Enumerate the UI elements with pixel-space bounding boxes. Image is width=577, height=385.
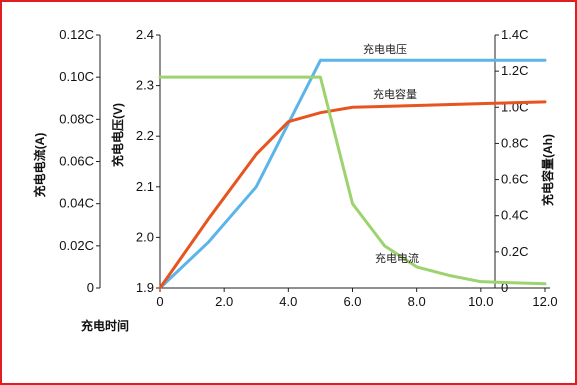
x-tick-label: 6.0 xyxy=(343,294,361,309)
current-tick-label: 0.04C xyxy=(59,196,94,211)
capacity-tick-label: 0.4C xyxy=(501,208,528,223)
series-line-voltage xyxy=(158,58,547,290)
voltage-tick-label: 2.2 xyxy=(136,128,154,143)
x-tick-label: 2.0 xyxy=(215,294,233,309)
capacity-tick-label: 0.8C xyxy=(501,135,528,150)
series-label-current: 充电电流 xyxy=(375,251,419,265)
x-axis-label: 充电时间 xyxy=(81,318,129,333)
current-tick-label: 0.08C xyxy=(59,111,94,126)
capacity-tick-label: 1.2C xyxy=(501,63,528,78)
voltage-tick-label: 1.9 xyxy=(136,280,154,295)
voltage-tick-label: 2.0 xyxy=(136,229,154,244)
voltage-tick-label: 2.1 xyxy=(136,179,154,194)
capacity-tick-label: 0.6C xyxy=(501,172,528,187)
current-tick-label: 0 xyxy=(87,280,94,295)
capacity-tick-label: 0.2C xyxy=(501,244,528,259)
current-axis-label: 充电电流(A) xyxy=(32,133,47,198)
capacity-tick-label: 1.4C xyxy=(501,27,528,42)
ticks-layer: 0 2.0 4.0 6.0 8.0 10.0 12.0 0 0.02C 0.04C 0.06C 0.0… xyxy=(59,27,557,309)
voltage-tick-label: 2.3 xyxy=(136,78,154,93)
x-tick-label: 12.0 xyxy=(532,294,557,309)
series-label-capacity: 充电容量 xyxy=(373,87,417,101)
current-tick-label: 0.10C xyxy=(59,69,94,84)
capacity-axis-label: 充电容量(Ah) xyxy=(540,134,555,206)
current-tick-label: 0.12C xyxy=(59,27,94,42)
voltage-tick-label: 2.4 xyxy=(136,27,154,42)
series-layer xyxy=(158,58,547,290)
capacity-tick-label: 0 xyxy=(501,280,508,295)
x-tick-label: 10.0 xyxy=(468,294,493,309)
current-tick-label: 0.02C xyxy=(59,238,94,253)
series-line-current xyxy=(158,75,547,286)
current-tick-label: 0.06C xyxy=(59,154,94,169)
x-tick-label: 0 xyxy=(156,294,163,309)
x-tick-label: 8.0 xyxy=(408,294,426,309)
series-label-voltage: 充电电压 xyxy=(363,42,407,56)
series-line-capacity xyxy=(158,100,547,290)
x-tick-label: 4.0 xyxy=(279,294,297,309)
voltage-axis-label: 充电电压(V) xyxy=(110,103,125,167)
